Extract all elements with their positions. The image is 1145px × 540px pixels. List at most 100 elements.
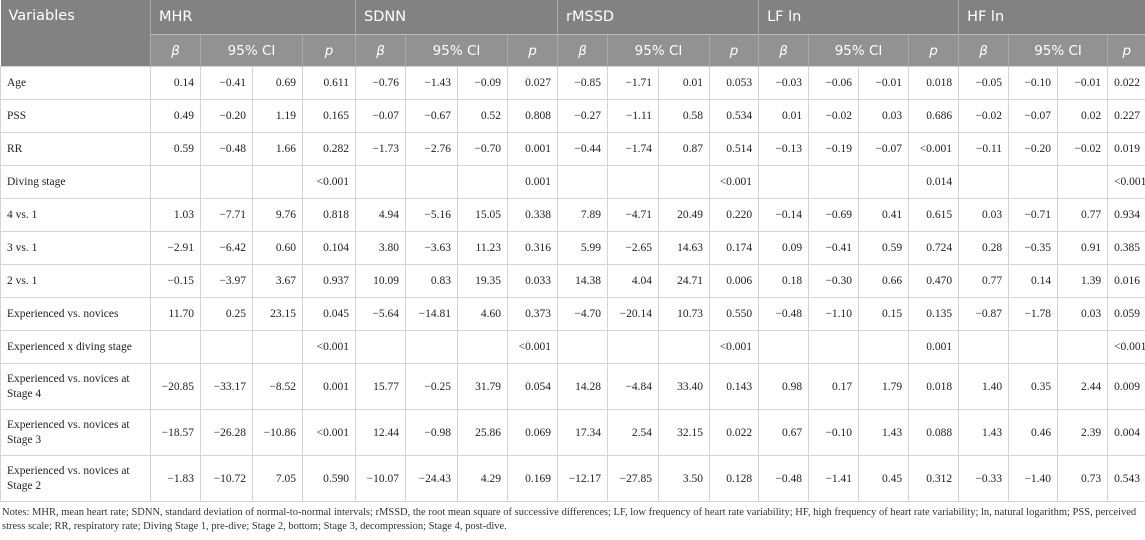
value-cell: −6.42 xyxy=(200,231,253,265)
empty-cell xyxy=(607,330,660,364)
value-cell: −7.71 xyxy=(200,198,253,232)
value-cell: <0.001 xyxy=(1107,165,1145,199)
value-cell: 0.01 xyxy=(658,66,711,100)
value-cell: 0.227 xyxy=(1107,99,1145,133)
header-cell: MHR xyxy=(150,0,356,35)
value-cell: 0.053 xyxy=(709,66,760,100)
value-cell: 0.67 xyxy=(758,409,810,456)
subheader-cell: p xyxy=(506,34,558,67)
value-cell: 0.543 xyxy=(1107,455,1145,502)
value-cell: −4.70 xyxy=(557,297,609,331)
value-cell: −0.35 xyxy=(1008,231,1059,265)
value-cell: −0.03 xyxy=(758,66,810,100)
value-cell: 11.70 xyxy=(150,297,201,331)
value-cell: −1.40 xyxy=(1008,455,1059,502)
row-label: Experienced x diving stage xyxy=(0,330,151,364)
value-cell: 5.99 xyxy=(557,231,609,265)
value-cell: 0.46 xyxy=(1008,409,1059,456)
value-cell: 0.66 xyxy=(858,264,910,298)
empty-cell xyxy=(405,165,458,199)
value-cell: −0.87 xyxy=(958,297,1010,331)
value-cell: 0.01 xyxy=(758,99,810,133)
empty-cell xyxy=(1057,330,1109,364)
value-cell: 10.09 xyxy=(355,264,406,298)
empty-cell xyxy=(858,330,910,364)
value-cell: 0.77 xyxy=(958,264,1010,298)
value-cell: <0.001 xyxy=(302,165,356,199)
value-cell: 0.03 xyxy=(1057,297,1109,331)
empty-cell xyxy=(808,330,860,364)
value-cell: 0.018 xyxy=(908,363,960,410)
empty-cell xyxy=(557,330,609,364)
value-cell: −0.07 xyxy=(355,99,406,133)
value-cell: −4.71 xyxy=(607,198,660,232)
value-cell: 0.58 xyxy=(658,99,711,133)
value-cell: −26.28 xyxy=(200,409,253,456)
empty-cell xyxy=(808,165,860,199)
value-cell: −5.16 xyxy=(405,198,458,232)
value-cell: −1.11 xyxy=(607,99,660,133)
value-cell: −0.30 xyxy=(808,264,860,298)
value-cell: −33.17 xyxy=(200,363,253,410)
value-cell: 0.088 xyxy=(908,409,960,456)
value-cell: 0.91 xyxy=(1057,231,1109,265)
value-cell: 0.28 xyxy=(958,231,1010,265)
value-cell: −1.78 xyxy=(1008,297,1059,331)
value-cell: 0.165 xyxy=(302,99,356,133)
value-cell: −0.67 xyxy=(405,99,458,133)
value-cell: 32.15 xyxy=(658,409,711,456)
value-cell: −14.81 xyxy=(405,297,458,331)
value-cell: 2.44 xyxy=(1057,363,1109,410)
value-cell: <0.001 xyxy=(709,330,760,364)
row-label: RR xyxy=(0,132,151,166)
value-cell: −0.48 xyxy=(758,297,810,331)
empty-cell xyxy=(457,330,508,364)
value-cell: 0.016 xyxy=(1107,264,1145,298)
value-cell: −0.27 xyxy=(557,99,609,133)
value-cell: 14.28 xyxy=(557,363,609,410)
value-cell: 0.03 xyxy=(958,198,1010,232)
value-cell: 0.128 xyxy=(709,455,760,502)
empty-cell xyxy=(200,165,253,199)
value-cell: −0.10 xyxy=(1008,66,1059,100)
value-cell: 0.02 xyxy=(1057,99,1109,133)
empty-cell xyxy=(200,330,253,364)
value-cell: 3.50 xyxy=(658,455,711,502)
value-cell: −0.13 xyxy=(758,132,810,166)
value-cell: 0.03 xyxy=(858,99,910,133)
value-cell: −3.63 xyxy=(405,231,458,265)
value-cell: −0.14 xyxy=(758,198,810,232)
value-cell: 0.027 xyxy=(506,66,559,100)
value-cell: 3.80 xyxy=(355,231,406,265)
value-cell: −0.15 xyxy=(150,264,201,298)
value-cell: −0.11 xyxy=(958,132,1010,166)
value-cell: −0.85 xyxy=(557,66,609,100)
value-cell: −0.20 xyxy=(200,99,253,133)
value-cell: −0.33 xyxy=(958,455,1010,502)
value-cell: 9.76 xyxy=(252,198,303,232)
notes: Notes: MHR, mean heart rate; SDNN, stand… xyxy=(2,507,1137,532)
value-cell: 0.385 xyxy=(1107,231,1145,265)
value-cell: 0.69 xyxy=(252,66,303,100)
table-row: Experienced x diving stage <0.001 <0.001 <0… xyxy=(0,330,1145,364)
value-cell: 0.686 xyxy=(908,99,960,133)
value-cell: 0.25 xyxy=(200,297,253,331)
table-row: Age 0.14 −0.41 0.69 0.611 −0.76 −1.43 −0.09 0.02… xyxy=(0,66,1145,100)
value-cell: 0.09 xyxy=(758,231,810,265)
table-row: 2 vs. 1 −0.15 −3.97 3.67 0.937 10.09 0.83 19.35… xyxy=(0,264,1145,298)
empty-cell xyxy=(658,330,711,364)
value-cell: 2.39 xyxy=(1057,409,1109,456)
value-cell: 7.05 xyxy=(252,455,303,502)
header-row: Variables MHR SDNN rMSSD LF ln HF ln xyxy=(0,0,1145,67)
value-cell: 10.73 xyxy=(658,297,711,331)
value-cell: −20.14 xyxy=(607,297,660,331)
value-cell: 0.934 xyxy=(1107,198,1145,232)
empty-cell xyxy=(958,165,1010,199)
row-label: Experienced vs. novices at Stage 4 xyxy=(0,363,151,410)
value-cell: <0.001 xyxy=(1107,330,1145,364)
value-cell: 0.73 xyxy=(1057,455,1109,502)
value-cell: −1.83 xyxy=(150,455,201,502)
value-cell: −8.52 xyxy=(252,363,303,410)
empty-cell xyxy=(405,330,458,364)
value-cell: −1.74 xyxy=(607,132,660,166)
